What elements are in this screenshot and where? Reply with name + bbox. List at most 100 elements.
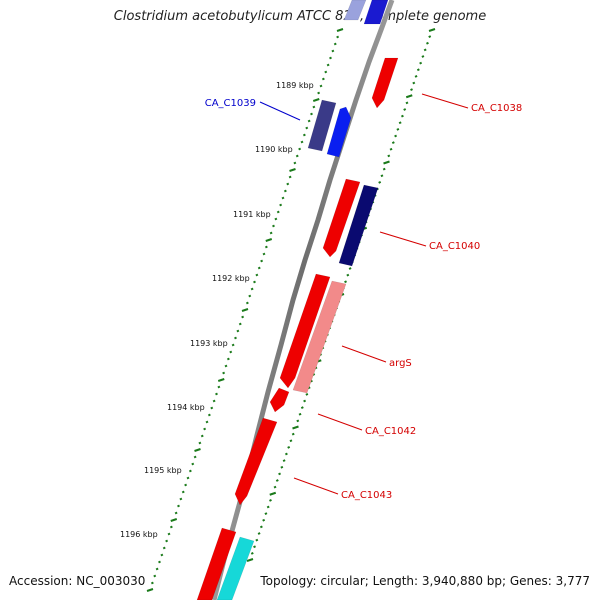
gene-arrow[interactable]	[343, 0, 367, 21]
minor-tick	[212, 399, 216, 403]
minor-tick	[398, 121, 402, 125]
minor-tick	[215, 392, 218, 396]
minor-tick	[266, 505, 270, 509]
kbp-label: 1189 kbp	[276, 81, 314, 90]
major-tick	[241, 308, 249, 312]
minor-tick	[296, 419, 300, 423]
minor-tick	[344, 280, 347, 284]
minor-tick	[158, 560, 161, 564]
minor-tick	[283, 189, 287, 193]
major-tick	[405, 94, 413, 99]
minor-tick	[405, 101, 409, 105]
major-tick	[265, 238, 273, 242]
gene-arrow[interactable]	[326, 106, 352, 158]
kbp-label: 1194 kbp	[167, 403, 205, 412]
gene-arrow[interactable]	[279, 273, 331, 389]
gene-arrow[interactable]	[322, 178, 361, 258]
major-tick	[146, 588, 154, 592]
major-tick	[289, 168, 296, 172]
gene-arrow[interactable]	[338, 184, 379, 267]
minor-tick	[255, 273, 259, 277]
minor-tick	[181, 490, 185, 494]
minor-tick	[346, 273, 350, 277]
gene-arrow[interactable]	[292, 280, 347, 394]
minor-tick	[250, 551, 254, 555]
minor-tick	[262, 252, 266, 256]
callout-line	[293, 477, 339, 495]
minor-tick	[300, 140, 304, 144]
minor-tick	[205, 420, 209, 424]
minor-tick	[260, 259, 264, 263]
callout-line	[341, 345, 387, 363]
minor-tick	[231, 343, 235, 347]
minor-tick	[333, 42, 337, 46]
gene-arrow[interactable]	[371, 57, 399, 109]
gene-label[interactable]: CA_C1042	[365, 426, 416, 437]
kbp-label: 1192 kbp	[212, 274, 250, 283]
minor-tick	[426, 41, 429, 45]
major-tick	[170, 518, 178, 522]
minor-tick	[286, 182, 290, 186]
gene-arrow[interactable]	[363, 0, 389, 25]
gene-label[interactable]: CA_C1043	[341, 490, 392, 501]
minor-tick	[224, 364, 228, 368]
minor-tick	[382, 167, 386, 171]
minor-tick	[289, 439, 293, 443]
kbp-scale: 1189 kbp 1190 kbp 1191 kbp 1192 kbp 1193…	[120, 81, 314, 539]
minor-tick	[245, 301, 249, 305]
gene-callouts: CA_C1038 CA_C1039 CA_C1040 argS CA_C1042 CA_C…	[205, 93, 522, 501]
minor-tick	[282, 459, 286, 463]
minor-tick	[331, 49, 335, 53]
genome-title: Clostridium acetobutylicum ATCC 824, com…	[113, 9, 487, 24]
gene-label[interactable]: argS	[389, 358, 412, 369]
minor-tick	[167, 532, 171, 536]
gene-arrow[interactable]	[234, 417, 278, 506]
minor-tick	[300, 406, 304, 410]
gene-arrow[interactable]	[216, 536, 255, 600]
minor-tick	[302, 133, 306, 137]
gene-label[interactable]: CA_C1040	[429, 241, 480, 252]
minor-tick	[255, 538, 259, 542]
minor-tick	[229, 350, 233, 354]
minor-tick	[241, 315, 245, 319]
minor-tick	[200, 434, 204, 438]
minor-tick	[326, 63, 330, 67]
gene-label[interactable]: CA_C1038	[471, 103, 522, 114]
minor-tick	[380, 174, 384, 178]
minor-tick	[310, 112, 313, 116]
minor-tick	[278, 472, 282, 476]
minor-tick	[287, 445, 291, 449]
minor-tick	[234, 336, 237, 340]
minor-tick	[248, 294, 252, 298]
gene-arrow[interactable]	[307, 99, 337, 152]
gene-arrow[interactable]	[196, 527, 237, 600]
major-tick	[383, 160, 390, 165]
gene-arrow[interactable]	[269, 387, 290, 413]
minor-tick	[317, 91, 321, 95]
minor-tick	[179, 497, 183, 501]
minor-tick	[153, 574, 157, 578]
minor-tick	[193, 455, 197, 459]
major-tick	[292, 425, 299, 430]
callout-line	[259, 101, 301, 121]
minor-tick	[336, 35, 340, 39]
callout-line	[317, 413, 363, 431]
minor-tick	[329, 56, 332, 60]
minor-tick	[210, 406, 214, 410]
minor-tick	[428, 35, 432, 39]
minor-tick	[276, 210, 280, 214]
minor-tick	[324, 70, 328, 74]
gene-label[interactable]: CA_C1039	[205, 98, 256, 109]
minor-tick	[293, 161, 297, 165]
minor-tick	[410, 88, 413, 92]
minor-tick	[400, 114, 404, 118]
genome-summary: Topology: circular; Length: 3,940,880 bp…	[260, 574, 590, 588]
minor-tick	[291, 432, 295, 436]
minor-tick	[305, 126, 309, 130]
minor-tick	[279, 203, 283, 207]
minor-tick	[165, 539, 169, 543]
kbp-label: 1193 kbp	[190, 339, 228, 348]
minor-tick	[280, 465, 284, 469]
minor-tick	[203, 427, 207, 431]
accession-label: Accession: NC_003030	[9, 574, 146, 588]
